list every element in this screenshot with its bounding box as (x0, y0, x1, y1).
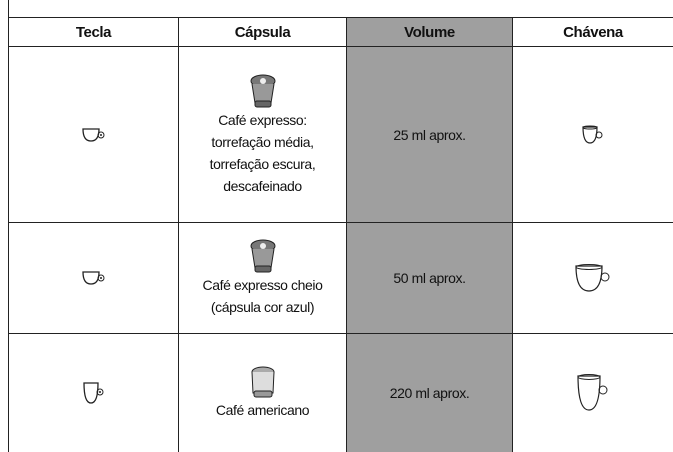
capsule-icon (250, 74, 275, 107)
header: Chávena (512, 17, 673, 47)
row: Café americano 220 ml aprox. (8, 333, 673, 452)
key-icon (81, 127, 104, 142)
volume-cell: 50 ml aprox. (346, 222, 513, 334)
header-row: Tecla Cápsula Volume Chávena (8, 17, 673, 47)
key-icon (81, 271, 104, 285)
header: Volume (346, 17, 513, 47)
capsule-cell: Café expresso cheio (cápsula cor azul) (178, 222, 347, 334)
cup-cell (512, 46, 673, 223)
capsule-cell: Café expresso: torrefação média, torrefa… (178, 46, 347, 223)
cup-cell (512, 222, 673, 334)
key-cell (8, 333, 179, 452)
key-cell (8, 46, 179, 223)
cup-icon (577, 374, 608, 411)
border (8, 0, 9, 18)
capsule-icon (250, 239, 275, 273)
row: Café expresso cheio (cápsula cor azul) 5… (8, 222, 673, 334)
key-cell (8, 222, 179, 334)
header: Tecla (8, 17, 179, 47)
cup-cell (512, 333, 673, 452)
cup-icon (582, 125, 603, 144)
header: Cápsula (178, 17, 347, 47)
capsule-text: descafeinado (223, 177, 302, 194)
capsule-text: Café expresso cheio (202, 277, 323, 293)
table: Tecla Cápsula Volume Chávena Café expres… (8, 17, 673, 452)
capsule-text: torrefação escura, (209, 155, 316, 172)
key-icon (82, 382, 103, 404)
capsule-cell: Café americano (178, 333, 347, 452)
capsule-text: (cápsula cor azul) (210, 299, 315, 315)
capsule-text: torrefação média, (211, 133, 314, 150)
capsule-text: Café expresso: (218, 111, 307, 128)
capsule-text: Café americano (215, 402, 310, 418)
volume-cell: 220 ml aprox. (346, 333, 513, 452)
cup-icon (575, 264, 610, 292)
volume-cell: 25 ml aprox. (346, 46, 513, 223)
row: Café expresso: torrefação média, torrefa… (8, 46, 673, 223)
capsule-icon (251, 366, 274, 398)
